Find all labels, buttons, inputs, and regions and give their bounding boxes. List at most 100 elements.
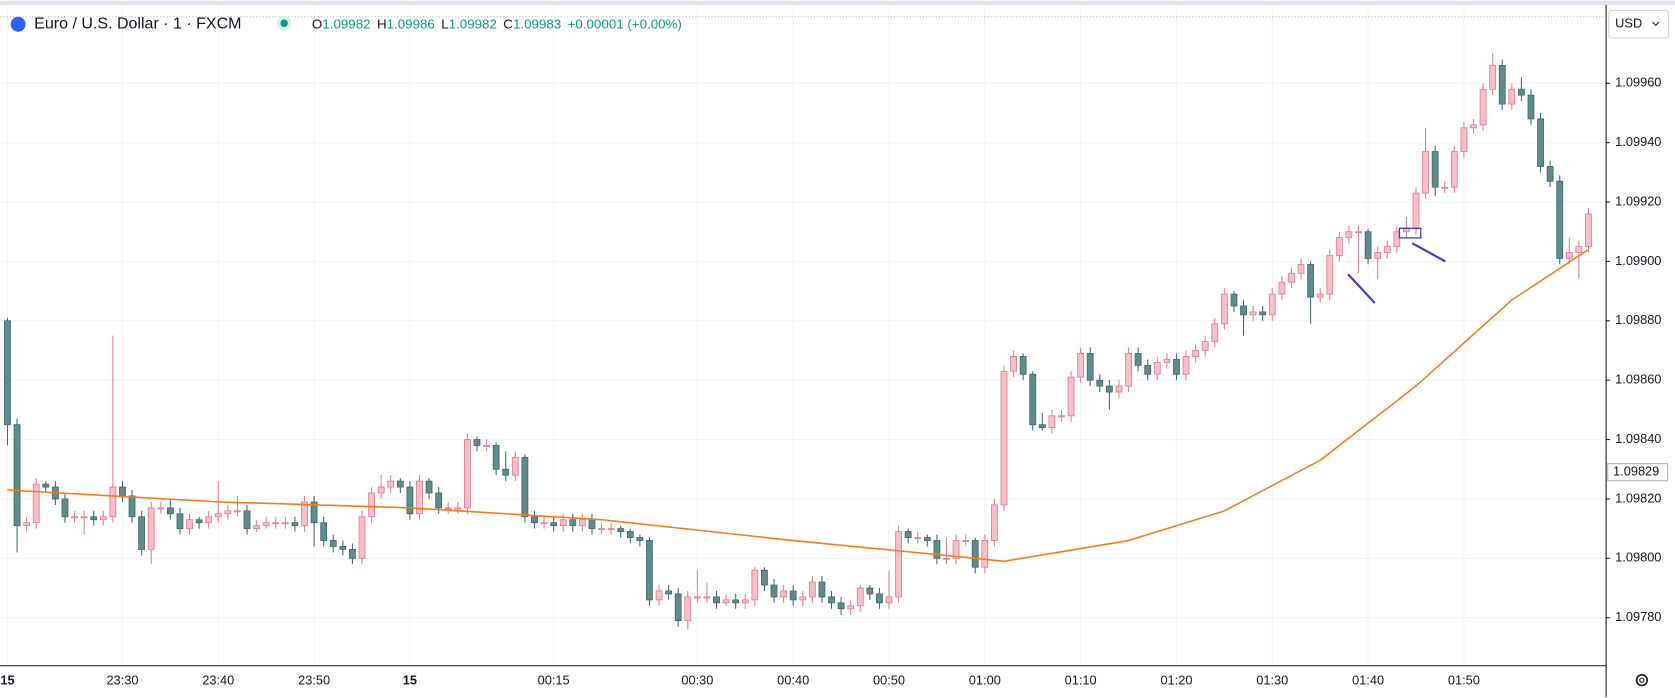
candle-body bbox=[722, 599, 730, 604]
candle-body bbox=[473, 439, 481, 446]
candle-body bbox=[234, 510, 241, 513]
candle-body bbox=[914, 537, 922, 540]
candle-body bbox=[991, 504, 998, 541]
candle-body bbox=[904, 531, 912, 538]
candle-body bbox=[1479, 88, 1487, 126]
candle-body bbox=[789, 590, 797, 601]
candle-body bbox=[1364, 231, 1372, 259]
candle-body bbox=[1565, 252, 1573, 259]
candle-body bbox=[607, 528, 615, 531]
settings-icon[interactable] bbox=[1635, 674, 1649, 687]
candle-body bbox=[559, 519, 567, 527]
candle-body bbox=[214, 513, 222, 518]
candle-body bbox=[1307, 263, 1314, 298]
candle-body bbox=[1230, 293, 1238, 307]
x-tick-label: 01:50 bbox=[1448, 673, 1480, 688]
candle-body bbox=[262, 522, 270, 527]
candle-body bbox=[1029, 373, 1037, 426]
candle-body bbox=[119, 486, 126, 497]
ohlc-header: O1.09982 H1.09986 L1.09982 C1.09983 +0.00001… bbox=[312, 16, 682, 31]
y-tick-label: 1.09940 bbox=[1615, 134, 1661, 149]
candle-body bbox=[770, 584, 778, 598]
candle-body bbox=[895, 531, 902, 598]
candle-body bbox=[598, 528, 605, 531]
candle-body bbox=[99, 516, 107, 521]
candle-body bbox=[42, 483, 50, 488]
candle-body bbox=[818, 581, 826, 598]
candle-body bbox=[272, 522, 280, 525]
y-tick-label: 1.09880 bbox=[1615, 312, 1661, 327]
candle-body bbox=[425, 480, 433, 494]
candle-body bbox=[655, 590, 663, 601]
candle-body bbox=[1345, 231, 1353, 239]
x-tick-label: 23:30 bbox=[106, 673, 138, 688]
chevron bbox=[1652, 21, 1660, 27]
candle-body bbox=[885, 596, 893, 604]
candle-body bbox=[1575, 246, 1583, 253]
candle-body bbox=[1585, 213, 1592, 248]
ohlc-value: 1.09982 bbox=[449, 16, 497, 31]
candle-body bbox=[1220, 293, 1228, 325]
candle-body bbox=[1125, 353, 1132, 387]
time-axis bbox=[0, 666, 1607, 698]
candle-body bbox=[732, 599, 740, 604]
candle-body bbox=[1096, 379, 1104, 387]
candle-body bbox=[1374, 252, 1382, 259]
candle-body bbox=[1259, 311, 1267, 316]
chart-title: Euro / U.S. Dollar · 1 · FXCM bbox=[34, 14, 241, 32]
candle-body bbox=[626, 531, 634, 538]
candle-body bbox=[1240, 305, 1247, 316]
candle-body bbox=[578, 519, 586, 527]
x-tick-label: 01:20 bbox=[1160, 673, 1192, 688]
candle-body bbox=[1355, 231, 1362, 234]
currency-button[interactable] bbox=[1608, 9, 1670, 39]
candle-body bbox=[847, 605, 855, 610]
candle-body bbox=[253, 525, 261, 530]
candle-body bbox=[1288, 272, 1295, 283]
currency[interactable]: USD bbox=[1615, 16, 1642, 31]
grid bbox=[0, 6, 1606, 666]
candle-body bbox=[1144, 364, 1152, 375]
x-tick-label: 00:15 bbox=[538, 673, 570, 688]
x-tick-label: 00:30 bbox=[681, 673, 713, 688]
x-tick-label: 01:10 bbox=[1065, 673, 1097, 688]
candle-body bbox=[1527, 94, 1535, 120]
y-tick-label: 1.09960 bbox=[1615, 75, 1661, 90]
candle-body bbox=[799, 596, 807, 601]
y-tick-label: 1.09820 bbox=[1615, 490, 1661, 505]
candle-body bbox=[396, 480, 404, 488]
status-dot bbox=[280, 19, 288, 27]
ohlc-key: O bbox=[312, 16, 322, 31]
candle-body bbox=[646, 540, 653, 601]
candle-body bbox=[128, 495, 136, 518]
candle-body bbox=[933, 540, 941, 559]
candle-body bbox=[492, 445, 500, 470]
candle-body bbox=[186, 519, 193, 530]
candle-body bbox=[693, 596, 701, 599]
candle-body bbox=[1134, 353, 1142, 366]
candle-body bbox=[377, 486, 385, 494]
candle-body bbox=[971, 540, 979, 568]
candle-body bbox=[761, 569, 768, 586]
x-tick-label: 01:30 bbox=[1256, 673, 1288, 688]
candle-body bbox=[243, 510, 251, 530]
candle-body bbox=[205, 516, 213, 524]
candle-body bbox=[138, 516, 146, 550]
candle-body bbox=[387, 480, 395, 488]
drawing-line bbox=[1347, 273, 1376, 304]
candle-body bbox=[837, 602, 845, 610]
top-border bbox=[0, 0, 1675, 6]
candle-body bbox=[4, 320, 11, 426]
candle-body bbox=[866, 587, 874, 595]
candle-body bbox=[1278, 281, 1286, 295]
y-tick-label: 1.09920 bbox=[1615, 193, 1661, 208]
x-tick-label: 15 bbox=[403, 673, 417, 688]
candle-body bbox=[13, 424, 21, 527]
candle-body bbox=[195, 519, 203, 524]
candle-body bbox=[521, 456, 529, 518]
candle-body bbox=[32, 483, 40, 524]
candle-body bbox=[1115, 385, 1123, 393]
candle-body bbox=[1412, 192, 1420, 230]
candle-body bbox=[444, 507, 452, 510]
